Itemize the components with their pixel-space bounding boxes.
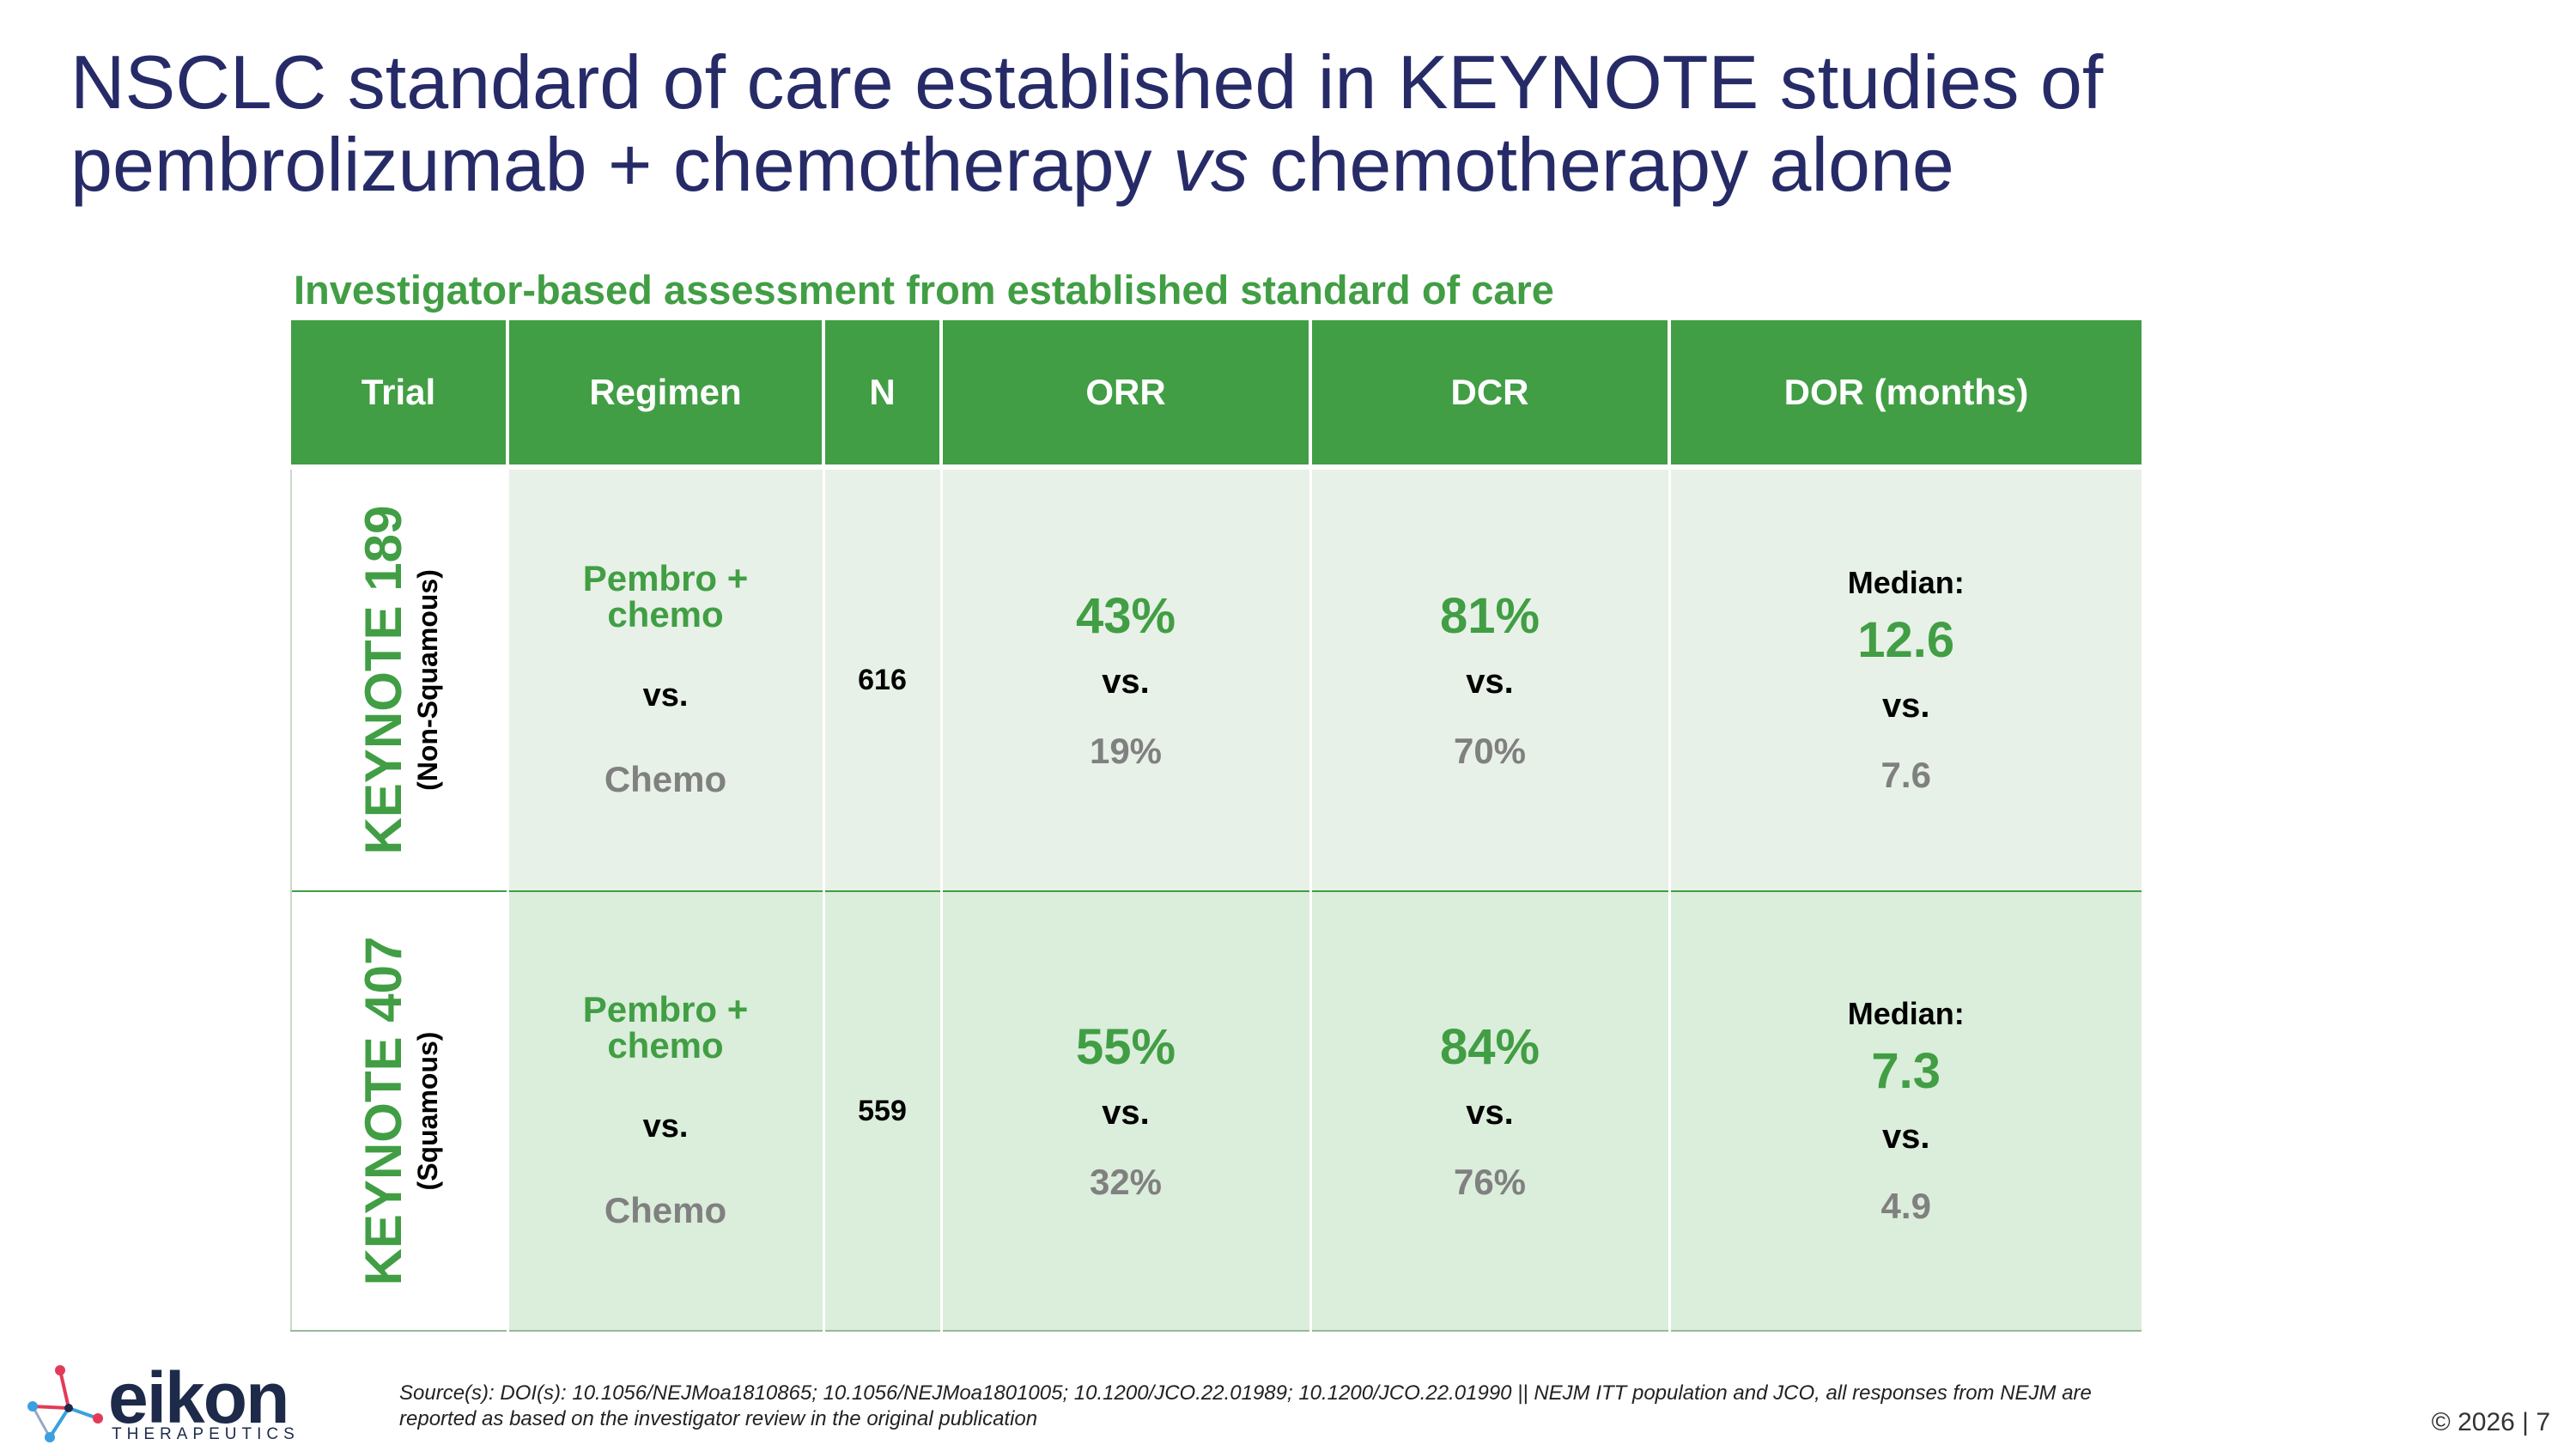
dcr-vs: vs. (1466, 662, 1514, 701)
dor-combo: 12.6 (1857, 611, 1955, 668)
dcr-combo: 81% (1439, 587, 1540, 644)
regimen-cell: Pembro + chemo vs. Chemo (507, 467, 825, 891)
dor-control: 4.9 (1880, 1185, 1931, 1226)
regimen-combo-line1: Pembro + (582, 557, 749, 598)
header-regimen: Regimen (507, 320, 825, 470)
trial-name: KEYNOTE 189 (354, 505, 412, 855)
title-line-2-pre: pembrolizumab + chemotherapy (70, 122, 1173, 207)
regimen-control: Chemo (604, 1189, 727, 1230)
orr-control: 19% (1089, 730, 1163, 771)
n-cell: 559 (823, 890, 943, 1332)
n-cell: 616 (823, 467, 943, 891)
trial-cell: KEYNOTE 407 (Squamous) (290, 890, 509, 1332)
trial-name: KEYNOTE 407 (354, 936, 412, 1286)
title-line-2-post: chemotherapy alone (1249, 122, 1954, 207)
title-vs: vs (1173, 122, 1249, 207)
eikon-logo: eikon THERAPEUTICS (26, 1357, 301, 1451)
regimen-combo-line2: chemo (607, 593, 724, 634)
orr-cell: 43% vs. 19% (941, 467, 1312, 891)
trial-subtype: (Squamous) (411, 1031, 443, 1191)
table-row: KEYNOTE 407 (Squamous) Pembro + chemo vs… (290, 890, 2142, 1332)
dor-cell: Median: 12.6 vs. 7.6 (1669, 467, 2142, 891)
dcr-cell: 84% vs. 76% (1310, 890, 1671, 1332)
page-title: NSCLC standard of care established in KE… (70, 41, 2303, 206)
dor-median-label: Median: (1847, 564, 1965, 600)
dor-cell: Median: 7.3 vs. 4.9 (1669, 890, 2142, 1332)
title-line-2: pembrolizumab + chemotherapy vs chemothe… (70, 124, 2303, 206)
dcr-combo: 84% (1439, 1018, 1540, 1075)
dcr-control: 70% (1453, 730, 1527, 771)
orr-cell: 55% vs. 32% (941, 890, 1312, 1332)
table-subtitle: Investigator-based assessment from estab… (294, 267, 1554, 313)
logo-subtitle: THERAPEUTICS (112, 1425, 300, 1443)
n-value: 559 (858, 1094, 907, 1127)
trial-cell: KEYNOTE 189 (Non-Squamous) (290, 467, 509, 891)
logo-wordmark: eikon (108, 1357, 289, 1438)
dor-vs: vs. (1881, 686, 1930, 725)
header-n: N (823, 320, 943, 470)
trial-subtype: (Non-Squamous) (411, 569, 443, 791)
dcr-cell: 81% vs. 70% (1310, 467, 1671, 891)
regimen-vs: vs. (642, 1108, 689, 1144)
results-table: Trial Regimen N ORR DCR DOR (months) KEY… (290, 320, 2142, 1332)
orr-control: 32% (1089, 1161, 1163, 1202)
page-number: © 2026 | 7 (2431, 1408, 2550, 1436)
orr-combo: 43% (1075, 587, 1176, 644)
regimen-vs: vs. (642, 677, 689, 713)
header-trial: Trial (291, 320, 509, 470)
table-header-row: Trial Regimen N ORR DCR DOR (months) (291, 320, 2142, 470)
dor-combo: 7.3 (1871, 1042, 1941, 1099)
table-row: KEYNOTE 189 (Non-Squamous) Pembro + chem… (290, 467, 2142, 891)
regimen-cell: Pembro + chemo vs. Chemo (507, 890, 825, 1332)
orr-combo: 55% (1075, 1018, 1176, 1075)
orr-vs: vs. (1102, 662, 1150, 701)
regimen-control: Chemo (604, 758, 727, 799)
dcr-vs: vs. (1466, 1093, 1514, 1132)
header-dcr: DCR (1310, 320, 1671, 470)
regimen-combo-line1: Pembro + (582, 988, 749, 1029)
dor-median-label: Median: (1847, 995, 1965, 1031)
orr-vs: vs. (1102, 1093, 1150, 1132)
dcr-control: 76% (1453, 1161, 1527, 1202)
title-line-1: NSCLC standard of care established in KE… (70, 39, 2104, 124)
header-orr: ORR (941, 320, 1312, 470)
dor-control: 7.6 (1880, 754, 1931, 795)
regimen-combo-line2: chemo (607, 1024, 724, 1065)
header-dor: DOR (months) (1669, 320, 2142, 470)
source-note: Source(s): DOI(s): 10.1056/NEJMoa1810865… (399, 1381, 2092, 1430)
dor-vs: vs. (1881, 1117, 1930, 1156)
n-value: 616 (858, 663, 907, 696)
molecule-icon (27, 1365, 103, 1442)
